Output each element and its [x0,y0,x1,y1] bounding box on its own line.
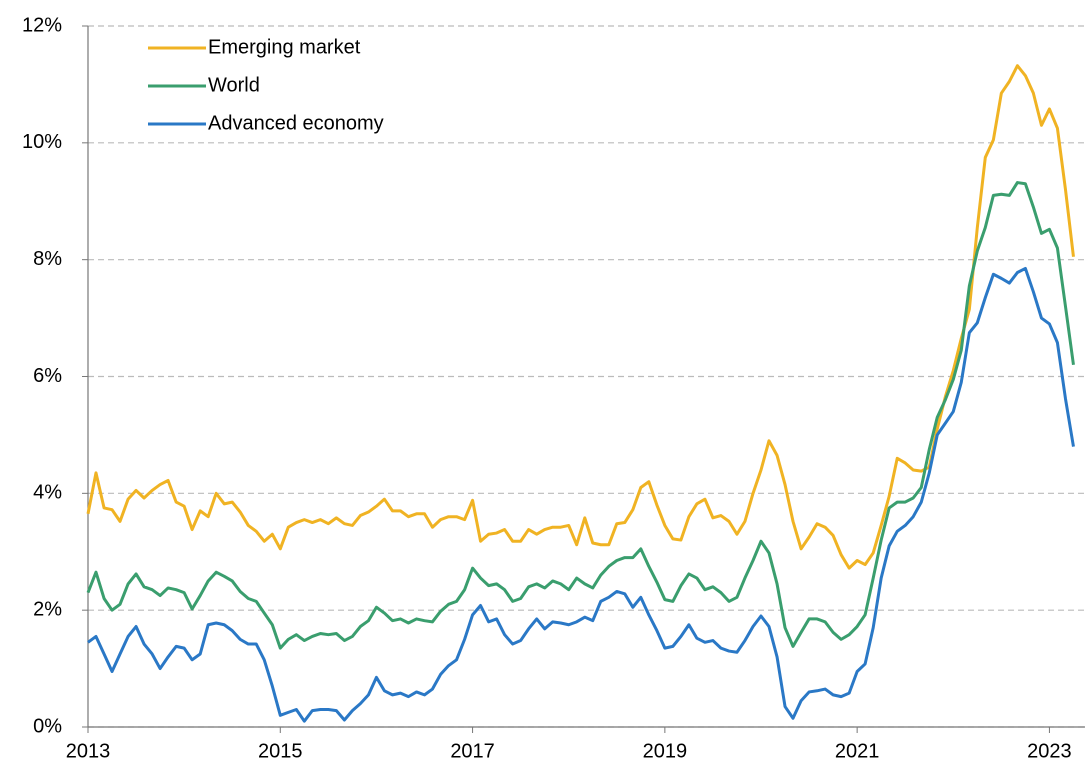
x-tick-label: 2015 [258,740,303,762]
legend-label: Emerging market [208,36,361,58]
y-tick-label: 6% [33,365,62,387]
legend-label: World [208,74,260,96]
x-tick-label: 2019 [643,740,688,762]
series-line [86,64,1075,570]
y-tick-label: 0% [33,715,62,737]
y-tick-label: 12% [22,14,62,36]
x-tick-label: 2021 [835,740,880,762]
x-tick-label: 2023 [1027,740,1072,762]
y-tick-label: 4% [33,482,62,504]
y-tick-label: 2% [33,598,62,620]
legend-label: Advanced economy [208,112,384,134]
x-tick-label: 2013 [66,740,111,762]
x-tick-label: 2017 [450,740,495,762]
series-line [86,181,1075,650]
series-line [87,266,1075,723]
y-tick-label: 8% [33,248,62,270]
y-tick-label: 10% [22,131,62,153]
